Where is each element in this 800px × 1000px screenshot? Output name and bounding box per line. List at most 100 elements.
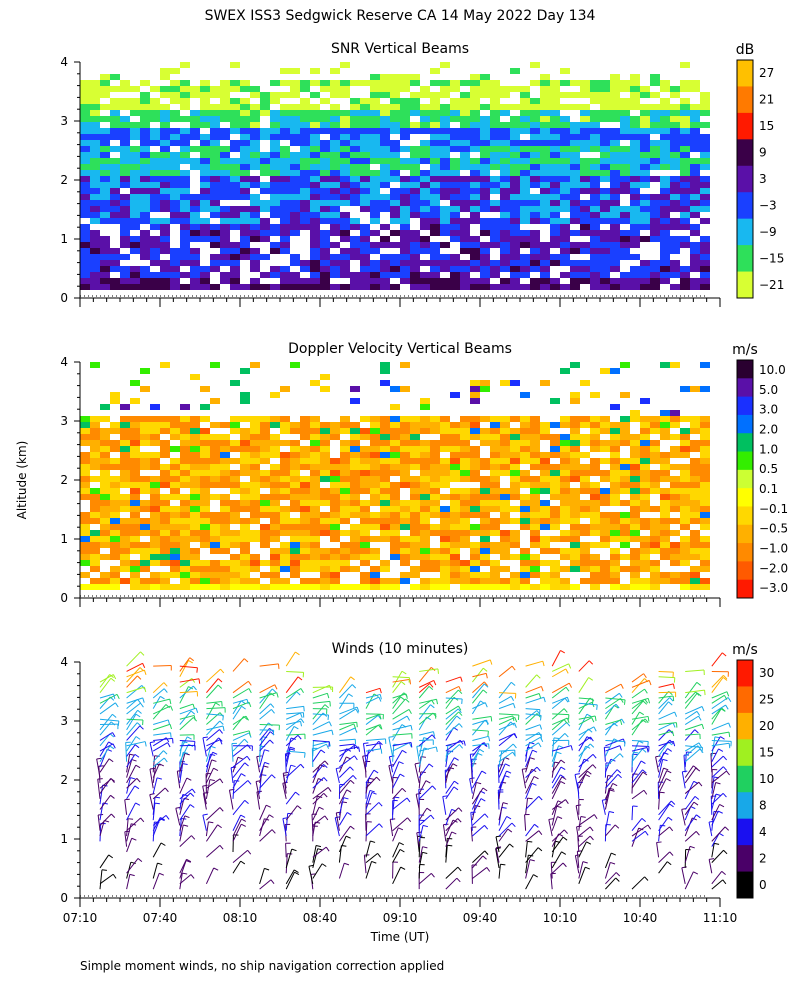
heatmap-cell	[560, 434, 570, 440]
heatmap-cell	[560, 188, 570, 194]
wind-barb-flag	[244, 762, 249, 767]
wind-barb-flag	[405, 698, 410, 703]
heatmap-cell	[520, 284, 530, 290]
heatmap-cell	[620, 272, 630, 278]
heatmap-cell	[410, 434, 420, 440]
heatmap-cell	[240, 398, 250, 404]
heatmap-cell	[260, 584, 270, 590]
heatmap-cell	[290, 254, 300, 260]
wind-barb-flag	[496, 846, 502, 849]
heatmap-cell	[370, 518, 380, 524]
wind-barb-flag	[112, 674, 117, 680]
wind-barb-flag	[459, 739, 464, 745]
wind-barb-flag	[300, 688, 304, 694]
heatmap-cell	[400, 272, 410, 278]
wind-barb-flag	[674, 711, 678, 717]
heatmap-cell	[440, 80, 450, 86]
wind-barb	[445, 807, 459, 821]
heatmap-cell	[230, 254, 240, 260]
heatmap-cell	[600, 512, 610, 518]
heatmap-cell	[610, 200, 620, 206]
heatmap-cell	[620, 206, 630, 212]
heatmap-cell	[140, 416, 150, 422]
wind-barb-flag	[370, 840, 376, 843]
heatmap-cell	[280, 200, 290, 206]
wind-barb	[525, 757, 531, 773]
wind-barb-flag	[669, 851, 674, 856]
heatmap-cell	[560, 506, 570, 512]
heatmap-cell	[620, 530, 630, 536]
heatmap-cell	[550, 566, 560, 572]
heatmap-cell	[380, 428, 390, 434]
heatmap-cell	[260, 104, 270, 110]
heatmap-cell	[630, 410, 640, 416]
wind-barb-flag	[527, 797, 533, 800]
heatmap-cell	[540, 428, 550, 434]
heatmap-cell	[310, 284, 320, 290]
heatmap-cell	[360, 176, 370, 182]
wind-barb	[605, 774, 619, 789]
heatmap-cell	[520, 458, 530, 464]
heatmap-cell	[630, 278, 640, 284]
wind-barb	[419, 739, 434, 741]
heatmap-cell	[300, 284, 310, 290]
wind-barb	[205, 746, 212, 762]
heatmap-cell	[660, 110, 670, 116]
heatmap-cell	[370, 122, 380, 128]
heatmap-cell	[90, 182, 100, 188]
heatmap-cell	[180, 440, 190, 446]
wind-barb-flag	[481, 770, 487, 774]
heatmap-cell	[120, 140, 130, 146]
heatmap-cell	[160, 182, 170, 188]
wind-barb-flag	[610, 861, 616, 865]
heatmap-cell	[460, 464, 470, 470]
heatmap-cell	[200, 518, 210, 524]
wind-barb	[259, 879, 272, 890]
heatmap-cell	[340, 422, 350, 428]
wind-barb	[126, 698, 138, 709]
wind-barb-flag	[130, 777, 136, 780]
heatmap-cell	[260, 230, 270, 236]
heatmap-cell	[540, 170, 550, 176]
heatmap-cell	[230, 146, 240, 152]
heatmap-cell	[340, 146, 350, 152]
wind-barb	[149, 794, 154, 810]
wind-barb-flag	[270, 879, 275, 885]
heatmap-cell	[680, 542, 690, 548]
heatmap-cell	[640, 104, 650, 110]
heatmap-cell	[540, 92, 550, 98]
heatmap-cell	[390, 536, 400, 542]
heatmap-cell	[100, 86, 110, 92]
heatmap-cell	[430, 440, 440, 446]
wind-barb	[445, 744, 460, 757]
heatmap-cell	[700, 452, 710, 458]
heatmap-cell	[680, 386, 690, 392]
heatmap-cell	[290, 110, 300, 116]
heatmap-cell	[330, 200, 340, 206]
heatmap-cell	[480, 518, 490, 524]
heatmap-cell	[200, 500, 210, 506]
heatmap-cell	[100, 176, 110, 182]
heatmap-cell	[360, 434, 370, 440]
heatmap-cell	[420, 428, 430, 434]
heatmap-cell	[220, 104, 230, 110]
wind-barb	[231, 743, 234, 762]
heatmap-cell	[670, 164, 680, 170]
heatmap-cell	[420, 560, 430, 566]
heatmap-cell	[230, 428, 240, 434]
wind-barb	[179, 707, 197, 715]
heatmap-cell	[430, 200, 440, 206]
wind-barb-flag	[219, 729, 223, 734]
heatmap-cell	[430, 548, 440, 554]
heatmap-cell	[330, 104, 340, 110]
heatmap-cell	[600, 248, 610, 254]
heatmap-cell	[630, 476, 640, 482]
wind-barb	[179, 714, 195, 720]
heatmap-cell	[480, 476, 490, 482]
heatmap-cell	[580, 122, 590, 128]
heatmap-cell	[590, 488, 600, 494]
wind-barb	[525, 783, 533, 800]
wind-barb	[149, 742, 154, 757]
heatmap-cell	[210, 134, 220, 140]
heatmap-cell	[140, 464, 150, 470]
